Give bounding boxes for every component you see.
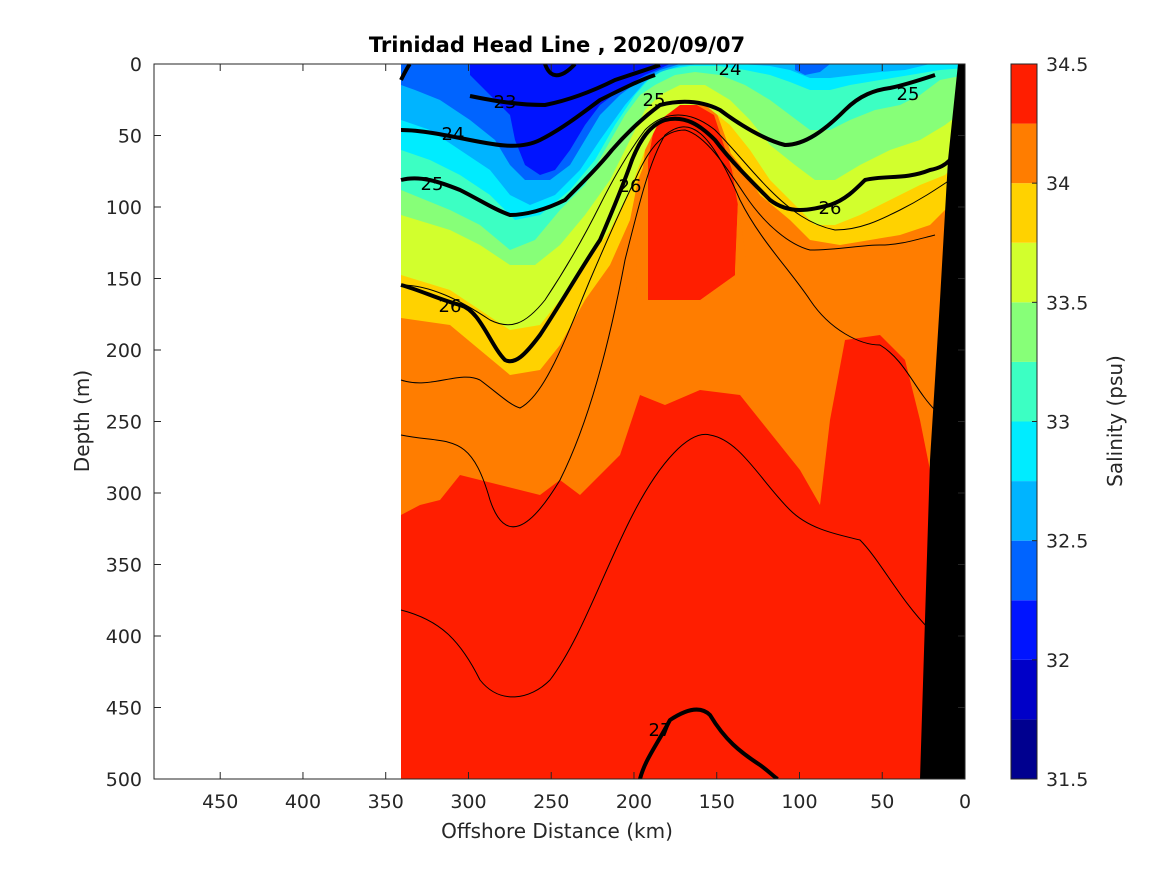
salinity-core-subsurface xyxy=(645,95,736,300)
y-tick-label: 450 xyxy=(106,698,142,720)
colorbar-swatch xyxy=(1011,64,1037,124)
contour-label: 23 xyxy=(494,92,517,113)
x-axis-label: Offshore Distance (km) xyxy=(441,819,673,843)
x-tick-label: 350 xyxy=(368,791,404,813)
colorbar-tick-label: 31.5 xyxy=(1046,769,1088,791)
colorbar-swatch xyxy=(1011,302,1037,362)
density-contours-thin xyxy=(400,114,951,698)
colorbar-swatch xyxy=(1011,540,1037,601)
colorbar-swatch xyxy=(1011,421,1037,482)
y-tick-label: 150 xyxy=(106,269,142,291)
y-tick-label: 350 xyxy=(106,555,142,577)
contour-label: 25 xyxy=(643,90,666,111)
x-tick-label: 300 xyxy=(450,791,486,813)
colorbar-swatch xyxy=(1011,600,1037,660)
colorbar-swatch xyxy=(1011,183,1037,243)
contour-labels: 23 24 25 26 24 25 26 25 26 27 xyxy=(421,59,920,741)
colorbar-tick-label: 34.5 xyxy=(1046,54,1088,76)
x-tick-label: 0 xyxy=(959,791,971,813)
x-tick-label: 400 xyxy=(285,791,321,813)
colorbar-swatch xyxy=(1011,719,1037,779)
contour-label: 24 xyxy=(719,59,742,80)
colorbar-tick-label: 33 xyxy=(1046,412,1070,434)
contour-label: 26 xyxy=(439,296,462,317)
colorbar-tick-label: 32.5 xyxy=(1046,531,1088,553)
x-tick-label: 250 xyxy=(533,791,569,813)
colorbar-tick-label: 34 xyxy=(1046,173,1070,195)
colorbar-swatch xyxy=(1011,361,1037,422)
x-tick-label: 150 xyxy=(699,791,735,813)
colorbar-label: Salinity (psu) xyxy=(1103,355,1127,487)
salinity-field: 23 24 25 26 24 25 26 25 26 27 xyxy=(399,59,965,779)
y-tick-label: 200 xyxy=(106,340,142,362)
colorbar-swatch xyxy=(1011,659,1037,720)
y-tick-label: 400 xyxy=(106,626,142,648)
x-tick-label: 450 xyxy=(202,791,238,813)
colorbar-tick-label: 33.5 xyxy=(1046,292,1088,314)
y-tick-label: 500 xyxy=(106,769,142,791)
colorbar-swatch xyxy=(1011,242,1037,303)
bottom-topography xyxy=(920,64,965,779)
contour-label: 27 xyxy=(649,720,672,741)
y-tick-label: 0 xyxy=(130,54,142,76)
y-tick-label: 100 xyxy=(106,197,142,219)
x-tick-label: 200 xyxy=(616,791,652,813)
x-tick-label: 100 xyxy=(781,791,817,813)
colorbar-swatch xyxy=(1011,123,1037,184)
contour-label: 25 xyxy=(421,174,444,195)
salinity-band-33-75-ring xyxy=(636,100,752,300)
contour-label: 24 xyxy=(442,124,465,145)
x-axis: 450 400 350 300 250 200 150 100 50 0 xyxy=(202,64,971,813)
y-tick-label: 250 xyxy=(106,412,142,434)
y-tick-label: 50 xyxy=(118,126,142,148)
density-contours-thick xyxy=(399,64,952,779)
y-axis-label: Depth (m) xyxy=(70,370,94,472)
y-axis: 0 50 100 150 200 250 300 350 400 450 500 xyxy=(106,54,965,791)
contour-label: 26 xyxy=(819,198,842,219)
colorbar: 31.5 32 32.5 33 33.5 34 34.5 xyxy=(1010,54,1088,791)
y-tick-label: 300 xyxy=(106,483,142,505)
colorbar-swatch xyxy=(1011,481,1037,541)
colorbar-tick-label: 32 xyxy=(1046,650,1070,672)
contour-label: 25 xyxy=(897,84,920,105)
chart-title: Trinidad Head Line , 2020/09/07 xyxy=(369,33,745,57)
x-tick-label: 50 xyxy=(870,791,894,813)
contour-label: 26 xyxy=(619,176,642,197)
